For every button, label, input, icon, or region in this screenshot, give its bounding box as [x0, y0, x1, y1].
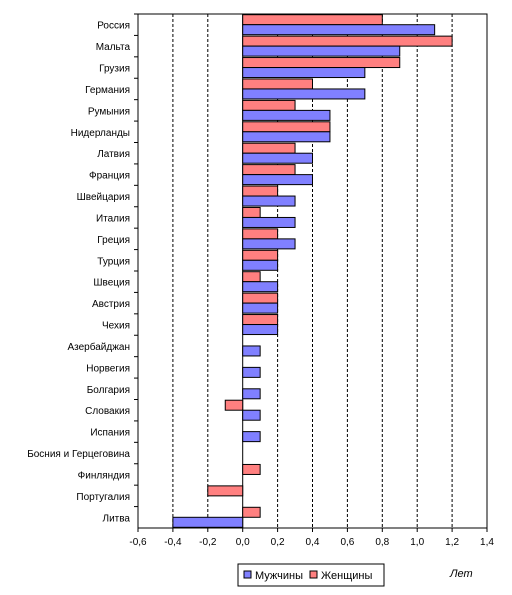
bar-men	[242, 431, 261, 443]
category-label: Латвия	[97, 149, 130, 160]
bar-women	[242, 249, 279, 261]
category-label: Греция	[97, 235, 130, 246]
bar-men	[242, 45, 401, 57]
category-label: Грузия	[99, 64, 130, 75]
bar-men	[242, 24, 436, 36]
category-label: Чехия	[102, 321, 130, 332]
bar-men	[242, 67, 366, 79]
category-label: Италия	[96, 213, 130, 224]
bar-men	[242, 174, 313, 186]
bar-men	[242, 131, 331, 143]
x-tick-label: 1,2	[445, 537, 459, 548]
legend-swatch-women	[309, 570, 318, 579]
bar-men	[172, 516, 244, 528]
bar-women	[242, 292, 279, 304]
category-label: Германия	[85, 85, 130, 96]
bar-women	[242, 164, 296, 176]
category-label: Нидерланды	[71, 128, 130, 139]
bar-men	[242, 366, 261, 378]
bar-women	[242, 35, 453, 47]
bar-women	[242, 185, 279, 197]
bar-men	[242, 345, 261, 357]
bar-women	[224, 399, 244, 411]
bar-men	[242, 238, 296, 250]
bars	[172, 14, 453, 528]
x-axis-unit-label: Лет	[449, 568, 473, 580]
bar-men	[242, 409, 261, 421]
x-tick-label: 0,6	[340, 537, 354, 548]
bar-women	[242, 57, 401, 69]
legend-label-men: Мужчины	[255, 570, 303, 582]
x-tick-label: -0,6	[129, 537, 147, 548]
bar-women	[242, 314, 279, 326]
legend: Мужчины Женщины	[237, 563, 385, 587]
x-tick-label: 0,2	[271, 537, 285, 548]
bar-women	[242, 463, 261, 475]
category-label: Австрия	[92, 299, 130, 310]
category-label: Португалия	[76, 492, 130, 503]
x-tick-label: 0,8	[375, 537, 389, 548]
bar-women	[242, 121, 331, 133]
bar-men	[242, 216, 296, 228]
bar-men	[242, 152, 313, 164]
bar-women	[242, 78, 313, 90]
x-tick-label: 0,0	[236, 537, 250, 548]
category-label: Швеция	[93, 278, 130, 289]
x-tick-label: -0,2	[199, 537, 217, 548]
gridlines	[172, 14, 453, 528]
category-label: Турция	[97, 256, 130, 267]
bar-women	[242, 228, 279, 240]
category-label: Швейцария	[77, 192, 130, 203]
category-label: Мальта	[96, 42, 131, 53]
category-label: Азербайджан	[67, 341, 130, 353]
bar-men	[242, 388, 261, 400]
category-label: Франция	[89, 171, 130, 182]
bar-women	[207, 485, 244, 497]
legend-swatch-men	[243, 570, 252, 579]
category-label: Словакия	[85, 406, 130, 417]
bar-women	[242, 142, 296, 154]
bar-men	[242, 259, 279, 271]
bar-women	[242, 271, 261, 283]
category-label: Испания	[90, 428, 130, 439]
category-label: Румыния	[88, 106, 130, 117]
bar-women	[242, 14, 383, 26]
category-label: Норвегия	[86, 363, 130, 374]
x-tick-label: 1,4	[480, 537, 494, 548]
bar-women	[242, 506, 261, 518]
x-tick-label: -0,4	[164, 537, 182, 548]
x-tick-label: 0,4	[306, 537, 320, 548]
x-axis: -0,6 -0,4 -0,2 0,0 0,2 0,4 0,6 0,8 1,0 1,2 1,4	[129, 13, 494, 548]
legend-label-women: Женщины	[321, 570, 372, 582]
bar-women	[242, 99, 296, 111]
category-label: Финляндия	[78, 470, 130, 481]
bar-men	[242, 302, 279, 314]
bar-men	[242, 109, 331, 121]
category-label: Литва	[103, 513, 131, 524]
category-label: Босния и Герцеговина	[27, 449, 130, 460]
bar-men	[242, 281, 279, 293]
bar-men	[242, 88, 366, 100]
bar-men	[242, 195, 296, 207]
category-label: Болгария	[87, 385, 130, 396]
x-tick-label: 1,0	[410, 537, 424, 548]
bar-men	[242, 324, 279, 336]
bar-women	[242, 206, 261, 218]
category-labels: Россия Мальта Грузия Германия Румыния Нидерла…	[27, 21, 130, 525]
category-label: Россия	[97, 21, 130, 32]
